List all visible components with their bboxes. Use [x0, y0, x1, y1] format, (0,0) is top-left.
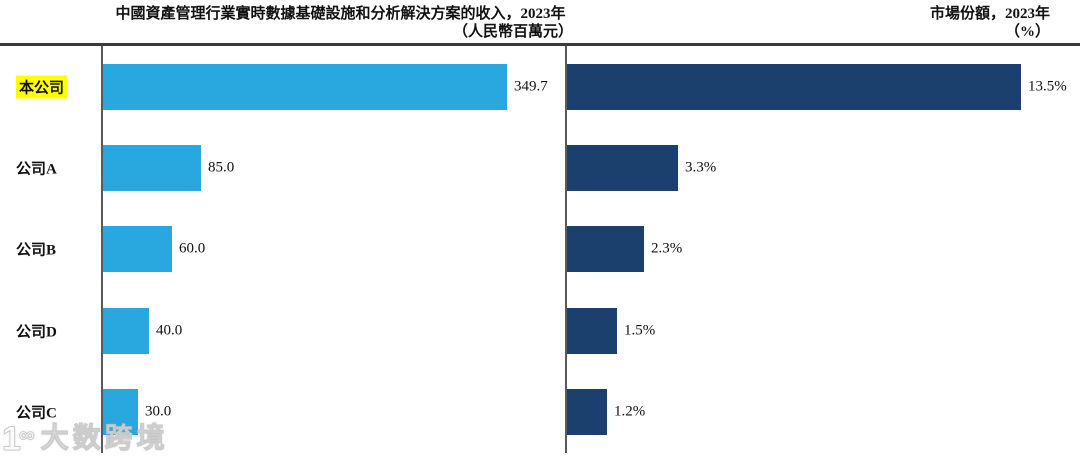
category-label: 公司C [16, 405, 57, 422]
market-share-bar [567, 63, 1021, 110]
revenue-bar [103, 389, 138, 436]
market-share-value-label: 13.5% [1028, 78, 1067, 95]
left-chart-unit-label: （人民幣百萬元） [452, 24, 573, 40]
market-share-bar [567, 226, 644, 273]
chart-row: 公司A 85.0 3.3% [0, 127, 1080, 208]
right-chart-y-axis [565, 46, 567, 453]
revenue-bar [103, 63, 507, 110]
category-label: 公司B [16, 242, 57, 259]
revenue-bar [103, 226, 172, 273]
revenue-value-label: 60.0 [179, 240, 206, 257]
chart-row: 公司D 40.0 1.5% [0, 290, 1080, 371]
chart-row: 本公司 349.7 13.5% [0, 46, 1080, 127]
revenue-value-label: 40.0 [156, 322, 183, 339]
chart-row: 公司C 30.0 1.2% [0, 372, 1080, 453]
revenue-value-label: 30.0 [145, 403, 172, 420]
revenue-value-label: 85.0 [208, 159, 235, 176]
market-share-value-label: 1.5% [624, 322, 656, 339]
right-chart-title-line1: 市場份額，2023年 [929, 6, 1050, 22]
revenue-value-label: 349.7 [514, 78, 548, 95]
market-share-bar [567, 307, 617, 354]
revenue-bar [103, 307, 149, 354]
category-label: 公司A [16, 161, 57, 178]
market-share-bar [567, 389, 607, 436]
left-chart-y-axis [101, 46, 103, 453]
category-label: 公司D [16, 324, 57, 341]
right-chart-title: 市場份額，2023年 （%） [930, 5, 1050, 41]
market-share-value-label: 2.3% [651, 240, 683, 257]
category-label: 本公司 [16, 75, 68, 99]
chart-area: 本公司 349.7 13.5% 公司A 85.0 3.3% 公司B 60.0 2.3% 公司D 40… [0, 46, 1080, 453]
left-chart-title-line1: 中國資產管理行業實時數據基礎設施和分析解決方案的收入，2023年 [115, 6, 566, 22]
market-share-value-label: 3.3% [685, 159, 717, 176]
left-chart-title: 中國資產管理行業實時數據基礎設施和分析解決方案的收入，2023年 （人民幣百萬元… [102, 5, 579, 41]
header-rule [0, 43, 1080, 46]
revenue-bar [103, 145, 201, 192]
right-chart-unit-label: （%） [1004, 24, 1050, 40]
market-share-bar [567, 145, 678, 192]
market-share-value-label: 1.2% [614, 403, 646, 420]
chart-row: 公司B 60.0 2.3% [0, 209, 1080, 290]
